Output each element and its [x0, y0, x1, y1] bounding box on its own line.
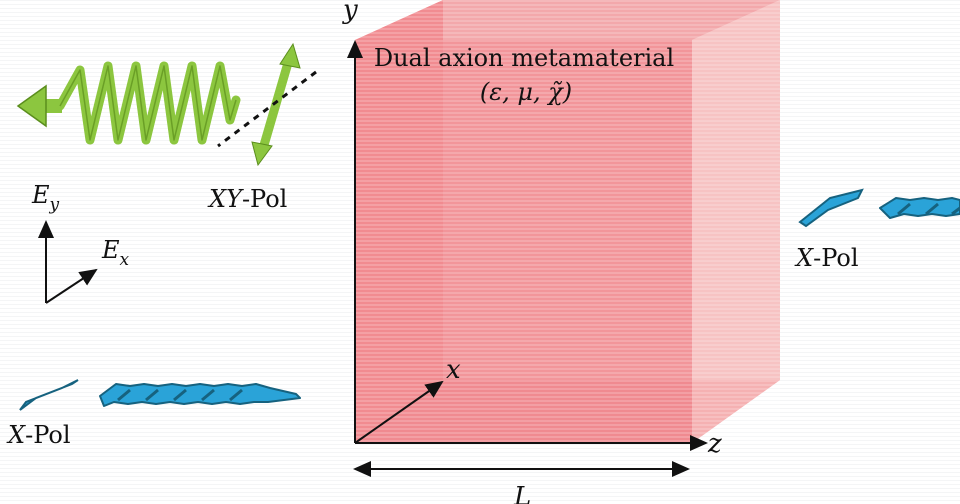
transmitted-wave-ridges — [897, 202, 960, 216]
ex-label: Ex — [101, 236, 130, 270]
incident-wave-body — [99, 383, 301, 407]
reflected-wave: XY-Pol — [16, 42, 317, 213]
material-params: (ε, μ, χ̃) — [480, 78, 572, 106]
incident-wave-ridges — [117, 388, 243, 402]
transmitted-pol-marker — [798, 188, 864, 228]
transmitted-wave-body — [879, 197, 960, 219]
coordinate-axes: y z x — [342, 0, 722, 459]
slab-scanlines — [355, 0, 780, 443]
length-label: L — [513, 482, 531, 504]
reflected-wave-arrowhead — [16, 84, 47, 128]
xy-pol-head-top — [279, 42, 301, 69]
transmitted-pol-label: X-Pol — [794, 244, 859, 272]
xy-pol-label: XY-Pol — [207, 185, 287, 213]
xy-pol-head-bottom — [251, 141, 273, 167]
incident-wave: X-Pol — [6, 379, 301, 449]
metamaterial-slab — [355, 0, 780, 443]
z-axis-label: z — [707, 429, 722, 459]
incident-pol-label: X-Pol — [6, 421, 71, 449]
material-title: Dual axion metamaterial — [374, 44, 674, 72]
field-axes: Ey Ex — [31, 181, 130, 304]
xy-pol-dashed-line — [217, 70, 317, 148]
reflected-wave-outline — [59, 65, 237, 141]
x-axis-line — [354, 380, 444, 444]
length-dimension: L — [353, 461, 690, 504]
incident-pol-marker — [19, 379, 79, 411]
transmitted-wave: X-Pol — [794, 188, 960, 272]
ex-arrow — [45, 268, 98, 304]
y-axis-label: y — [342, 0, 358, 25]
x-axis-label: x — [446, 355, 461, 385]
ey-label: Ey — [31, 181, 60, 215]
